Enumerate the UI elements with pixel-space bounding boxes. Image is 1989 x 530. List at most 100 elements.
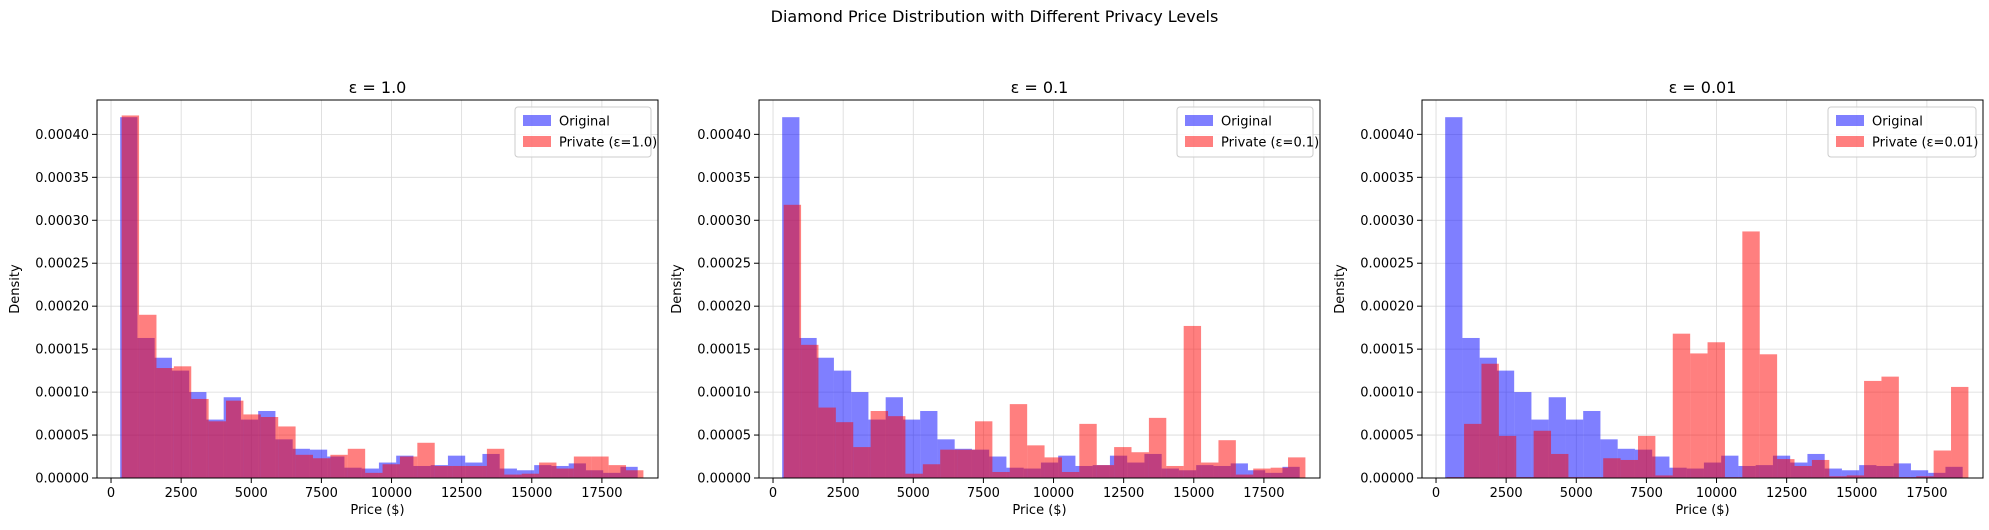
x-tick-label: 12500 — [441, 486, 482, 501]
x-tick-label: 7500 — [1630, 486, 1663, 501]
histogram-bar — [191, 398, 209, 478]
legend-label: Original — [559, 115, 610, 130]
histogram-bar — [539, 462, 557, 478]
histogram-bar — [1445, 117, 1463, 478]
x-tick-label: 15000 — [1173, 486, 1214, 501]
histogram-bar — [1481, 363, 1499, 478]
histogram-bar — [1498, 435, 1517, 478]
chart-panels: 0 2500 5000 7500 10000 12500 15000 17500 0.00000… — [8, 78, 1984, 518]
histogram-bar — [243, 414, 261, 478]
y-tick-label: 0.00010 — [1360, 386, 1414, 401]
histogram-bar — [1027, 445, 1045, 478]
x-tick-label: 17500 — [581, 486, 622, 501]
histogram-bar — [1183, 325, 1202, 478]
histogram-bar — [399, 456, 418, 478]
legend-swatch — [1185, 136, 1213, 147]
y-tick-label: 0.00030 — [1360, 214, 1414, 229]
histogram-bar — [1218, 440, 1236, 478]
chart-title: ε = 1.0 — [349, 78, 407, 97]
histogram-bar — [1235, 474, 1254, 478]
histogram-bar — [1777, 459, 1795, 478]
histogram-bar — [1148, 417, 1167, 478]
y-tick-label: 0.00015 — [1360, 343, 1414, 358]
histogram-bar — [469, 465, 487, 478]
histogram-bar — [156, 368, 174, 478]
x-tick-label: 2500 — [1490, 486, 1523, 501]
histogram-bar — [608, 465, 627, 478]
y-tick-label: 0.00020 — [697, 300, 751, 315]
histogram-bar — [173, 366, 192, 478]
x-axis-label: Price ($) — [350, 503, 404, 518]
y-tick-label: 0.00040 — [35, 128, 89, 143]
histogram-bar — [499, 468, 517, 478]
x-tick-label: 5000 — [897, 486, 930, 501]
histogram-bar — [260, 417, 279, 478]
x-tick-label: 10000 — [1033, 486, 1074, 501]
histogram-bar — [295, 454, 313, 478]
series-private — [121, 115, 644, 479]
histogram-bar — [382, 464, 400, 478]
legend-label: Private (ε=0.1) — [1221, 136, 1319, 151]
x-tick-label: 0 — [769, 486, 777, 501]
histogram-bar — [573, 456, 592, 478]
histogram-bar — [1166, 465, 1184, 478]
histogram-bar — [1533, 430, 1552, 478]
legend-swatch — [1836, 136, 1864, 147]
histogram-bar — [853, 447, 871, 478]
histogram-bar — [121, 115, 140, 479]
histogram-bar — [1672, 333, 1691, 478]
histogram-bar — [1864, 380, 1882, 478]
y-tick-label: 0.00005 — [1360, 429, 1414, 444]
y-tick-label: 0.00015 — [35, 343, 89, 358]
histogram-bar — [1829, 476, 1847, 478]
histogram-bar — [278, 426, 296, 478]
histogram-bar — [1565, 419, 1584, 478]
y-tick-label: 0.00025 — [1360, 257, 1414, 272]
x-tick-label: 12500 — [1766, 486, 1807, 501]
legend-label: Original — [1221, 115, 1272, 130]
histogram-bar — [1652, 456, 1670, 478]
y-tick-label: 0.00020 — [35, 300, 89, 315]
histogram-bar — [920, 410, 938, 478]
x-tick-label: 0 — [1432, 486, 1440, 501]
x-tick-label: 5000 — [235, 486, 268, 501]
histogram-bar — [1620, 459, 1638, 478]
histogram-bar — [1794, 465, 1812, 478]
histogram-bar — [626, 470, 644, 478]
histogram-bar — [1288, 457, 1306, 478]
y-axis-label: Density — [670, 264, 685, 314]
histogram-bar — [1841, 470, 1860, 478]
histogram-bar — [226, 400, 244, 478]
histogram-bar — [902, 419, 921, 478]
histogram-bar — [1079, 423, 1097, 478]
histogram-bar — [1061, 471, 1080, 478]
histogram-bar — [1655, 475, 1673, 478]
x-tick-label: 17500 — [1243, 486, 1284, 501]
legend-box — [1827, 106, 1977, 158]
histogram-bar — [1583, 410, 1601, 478]
chart-panel-1: 0 2500 5000 7500 10000 12500 15000 17500 0.00000… — [8, 78, 659, 518]
histogram-bar — [1759, 354, 1778, 478]
chart-panel-3: 0 2500 5000 7500 10000 12500 15000 17500 0.00000… — [1333, 78, 1984, 518]
histogram-bar — [801, 344, 819, 478]
histogram-bar — [992, 471, 1010, 478]
x-tick-label: 15000 — [1836, 486, 1877, 501]
histogram-bar — [1096, 465, 1115, 478]
histogram-bar — [1881, 376, 1899, 478]
histogram-bar — [312, 458, 331, 478]
y-tick-label: 0.00020 — [1360, 300, 1414, 315]
histogram-bar — [452, 465, 470, 478]
histogram-bar — [1201, 462, 1219, 478]
histogram-bar — [1637, 435, 1656, 478]
chart-title: ε = 0.1 — [1011, 78, 1069, 97]
x-tick-label: 10000 — [371, 486, 412, 501]
histogram-bar — [347, 448, 366, 478]
histogram-bar — [521, 473, 540, 478]
y-tick-label: 0.00040 — [1360, 128, 1414, 143]
histogram-bar — [940, 449, 958, 478]
histogram-bar — [1464, 423, 1482, 478]
histogram-bar — [1131, 452, 1149, 478]
y-tick-label: 0.00005 — [697, 429, 751, 444]
histogram-bar — [818, 407, 836, 478]
